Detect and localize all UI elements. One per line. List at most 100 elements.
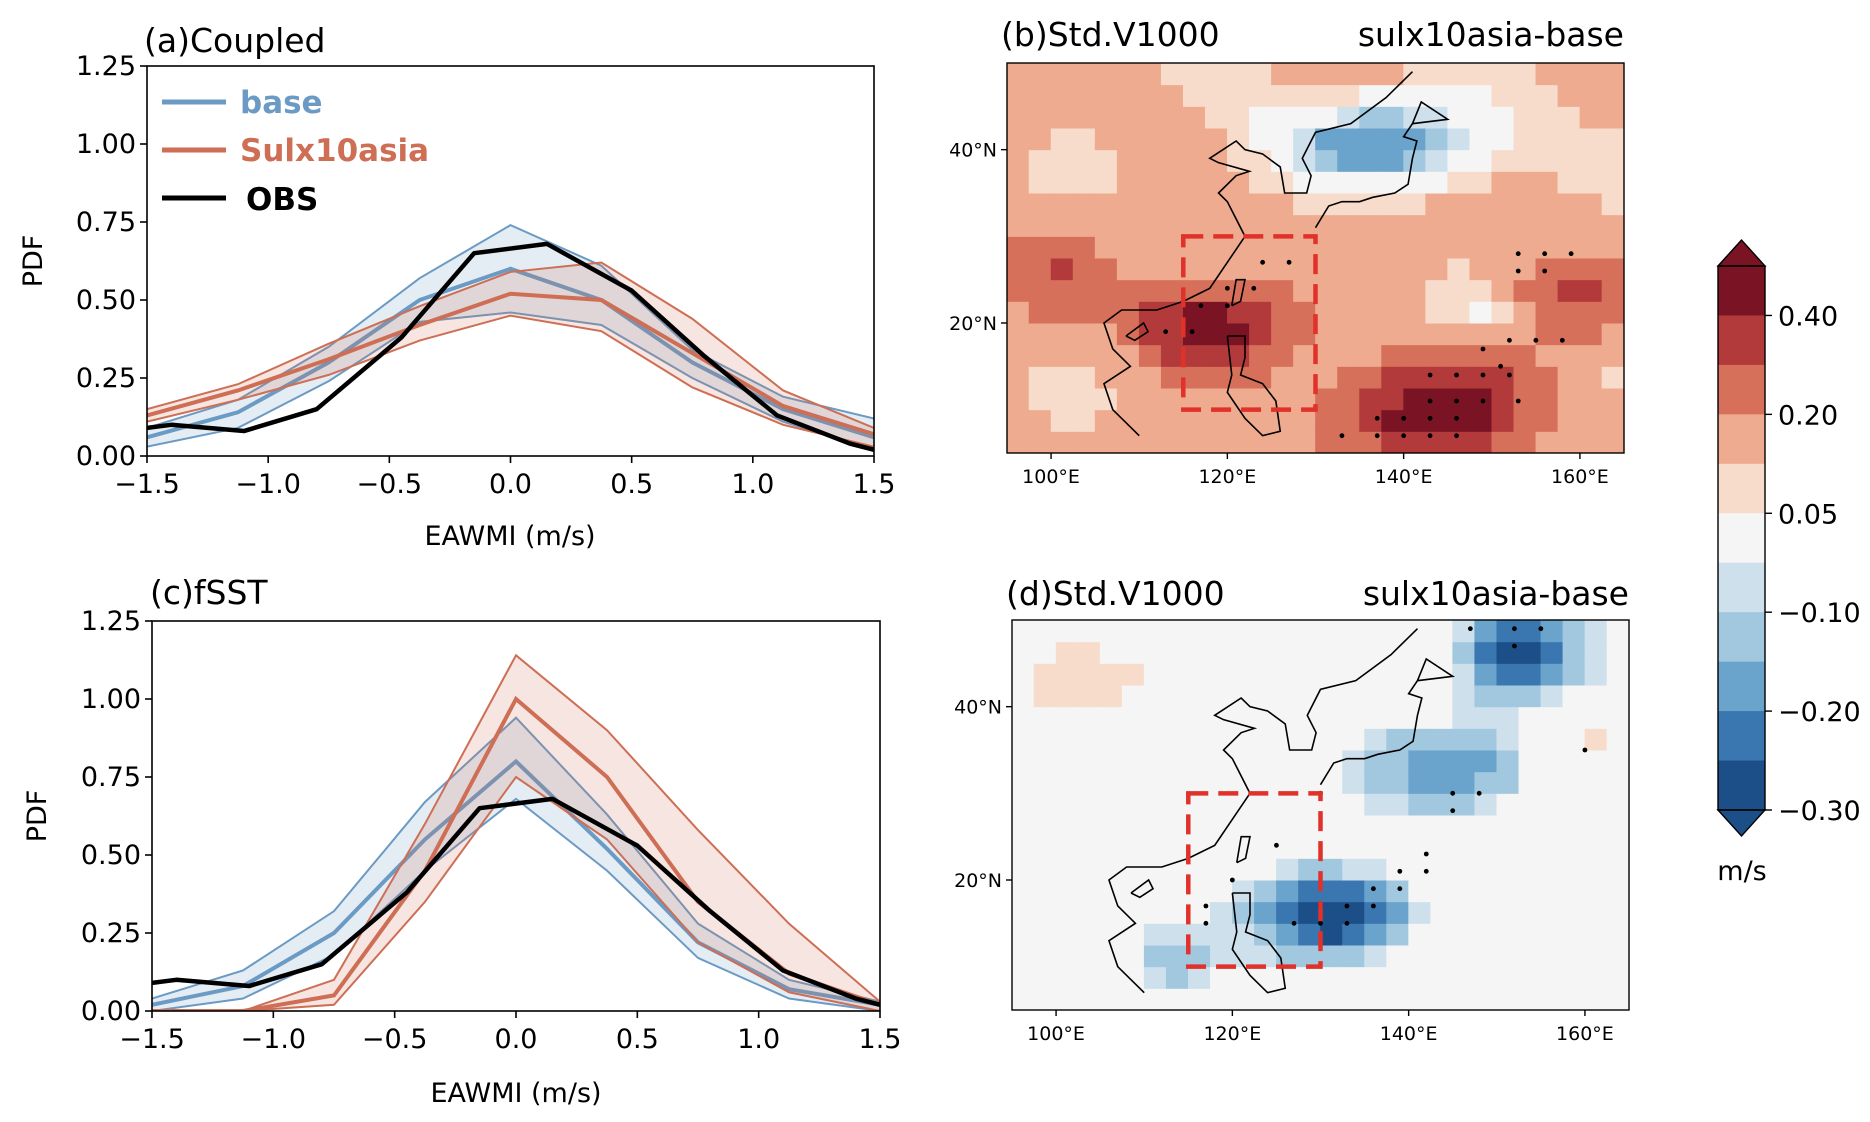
contour-cell [1099, 663, 1123, 686]
contour-cell [1337, 106, 1361, 129]
contour-cell [1562, 706, 1586, 729]
contour-cell [1055, 620, 1079, 643]
contour-cell [1320, 771, 1344, 794]
contour-cell [1474, 706, 1498, 729]
contour-cell [1012, 923, 1035, 946]
contour-cell [1452, 793, 1476, 816]
contour-cell [1298, 858, 1321, 881]
contour-cell [1342, 663, 1366, 686]
contour-cell [1007, 127, 1030, 151]
contour-cell [1315, 387, 1339, 411]
contour-cell [1447, 106, 1471, 129]
contour-cell [1557, 409, 1581, 432]
contour-cell [1606, 944, 1629, 968]
contour-cell [1007, 322, 1030, 346]
contour-cell [1232, 814, 1255, 838]
contour-cell [1094, 214, 1118, 237]
contour-cell [1116, 214, 1140, 237]
contour-cell [1094, 322, 1118, 346]
panel-c-fsst-pdf: (c)fSST −1.5 −1.0 −0.5 0.0 0.5 1.0 1.5 0.00 0.25… [22, 573, 901, 1109]
contour-cell [1606, 966, 1629, 989]
contour-cell [1007, 344, 1030, 367]
significance-dot [1582, 747, 1588, 753]
contour-cell [1254, 728, 1277, 751]
contour-cell [1403, 431, 1427, 453]
contour-cell [1425, 344, 1449, 367]
contour-cell [1254, 771, 1277, 794]
contour-cell [1513, 106, 1537, 129]
contour-cell [1408, 771, 1432, 794]
contour-cell [1452, 728, 1476, 751]
contour-cell [1072, 192, 1096, 216]
coastline-philippines [1226, 335, 1282, 437]
significance-dot [1515, 251, 1521, 257]
contour-cell [1012, 641, 1035, 664]
contour-cell [1518, 684, 1542, 708]
contour-cell [1298, 988, 1321, 1010]
contour-cell [1121, 944, 1145, 968]
contour-cell [1337, 344, 1361, 367]
contour-cell [1557, 387, 1581, 411]
contour-cell [1320, 641, 1344, 664]
contour-cell [1474, 728, 1498, 751]
contour-cell [1143, 793, 1167, 816]
contour-cell [1562, 988, 1586, 1010]
contour-cell [1205, 171, 1228, 194]
contour-cell [1364, 988, 1388, 1010]
contour-cell [1094, 431, 1118, 453]
contour-cell [1094, 366, 1118, 389]
contour-cell [1007, 149, 1030, 172]
contour-cell [1182, 84, 1206, 107]
contour-cell [1205, 366, 1228, 389]
contour-cell [1403, 192, 1427, 216]
contour-cell [1337, 279, 1361, 302]
contour-cell [1187, 663, 1211, 686]
contour-cell [1452, 988, 1476, 1010]
contour-cell [1408, 966, 1432, 989]
contour-cell [1359, 171, 1383, 194]
contour-cell [1249, 279, 1272, 302]
contour-cell [1271, 127, 1294, 151]
contour-cell [1557, 63, 1581, 86]
contour-cell [1452, 901, 1476, 924]
contour-cell [1033, 663, 1057, 686]
contour-cell [1210, 684, 1233, 708]
contour-cell [1116, 344, 1140, 367]
contour-cell [1606, 706, 1629, 729]
contour-cell [1143, 966, 1167, 989]
contour-cell [1007, 63, 1030, 86]
contour-cell [1381, 127, 1405, 151]
contour-cell [1535, 106, 1559, 129]
contour-cell [1165, 793, 1189, 816]
contour-cell [1077, 858, 1101, 881]
contour-cell [1557, 84, 1581, 107]
contour-cell [1601, 387, 1624, 411]
contour-cell [1187, 728, 1211, 751]
contour-cell [1182, 366, 1206, 389]
contour-cell [1121, 684, 1145, 708]
contour-cell [1601, 322, 1624, 346]
contour-cell [1430, 858, 1454, 881]
significance-dot [1423, 868, 1429, 874]
contour-cell [1099, 814, 1123, 838]
contour-cell [1381, 322, 1405, 346]
contour-cell [1138, 127, 1162, 151]
y-tick-label: 0.00 [76, 441, 136, 472]
contour-cell [1227, 257, 1250, 281]
colorbar-segment [1718, 711, 1765, 762]
contour-cell [1033, 620, 1057, 643]
contour-cell [1182, 171, 1206, 194]
contour-cell [1293, 344, 1316, 367]
contour-cell [1055, 793, 1079, 816]
contour-cell [1447, 236, 1471, 259]
contour-cell [1033, 771, 1057, 794]
contour-cell [1386, 901, 1410, 924]
contour-cell [1138, 279, 1162, 302]
contour-cell [1094, 236, 1118, 259]
contour-cell [1320, 966, 1344, 989]
contour-cell [1315, 149, 1339, 172]
contour-cell [1205, 106, 1228, 129]
contour-cell [1276, 988, 1299, 1010]
contour-cell [1143, 923, 1167, 946]
contour-cell [1205, 322, 1228, 346]
